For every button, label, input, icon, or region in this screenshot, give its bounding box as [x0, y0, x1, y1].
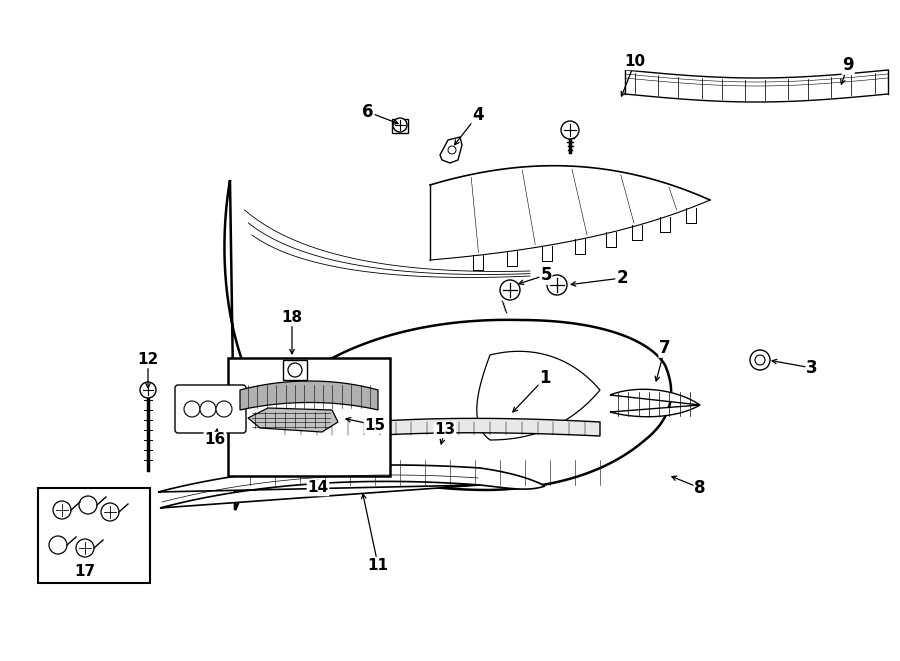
Circle shape	[79, 496, 97, 514]
Circle shape	[101, 503, 119, 521]
Text: 10: 10	[625, 54, 645, 69]
Text: 16: 16	[204, 432, 226, 447]
Circle shape	[750, 350, 770, 370]
Circle shape	[200, 401, 216, 417]
Text: 12: 12	[138, 352, 158, 368]
Circle shape	[547, 275, 567, 295]
Text: 3: 3	[806, 359, 818, 377]
Polygon shape	[270, 418, 600, 445]
Circle shape	[53, 501, 71, 519]
Bar	[283, 360, 307, 380]
Polygon shape	[477, 352, 600, 440]
Circle shape	[49, 536, 67, 554]
Bar	[38, 488, 150, 583]
Circle shape	[500, 280, 520, 300]
Text: 14: 14	[308, 481, 328, 496]
Circle shape	[755, 355, 765, 365]
Text: 13: 13	[435, 422, 455, 438]
Circle shape	[393, 118, 407, 132]
Text: 8: 8	[694, 479, 706, 497]
Polygon shape	[610, 389, 700, 416]
FancyBboxPatch shape	[175, 385, 246, 433]
Bar	[392, 119, 408, 133]
Polygon shape	[248, 408, 338, 432]
Text: 4: 4	[472, 106, 484, 124]
Circle shape	[288, 363, 302, 377]
Polygon shape	[224, 180, 671, 510]
Text: 17: 17	[75, 564, 95, 580]
Bar	[228, 358, 390, 476]
Text: 6: 6	[362, 103, 374, 121]
Polygon shape	[158, 465, 545, 508]
Circle shape	[76, 539, 94, 557]
Text: 5: 5	[540, 266, 552, 284]
Text: 18: 18	[282, 311, 302, 325]
Polygon shape	[240, 381, 378, 410]
Circle shape	[140, 382, 156, 398]
Circle shape	[216, 401, 232, 417]
Text: 15: 15	[364, 418, 385, 432]
Text: 9: 9	[842, 56, 854, 74]
Polygon shape	[440, 137, 462, 163]
Text: 7: 7	[659, 339, 670, 357]
Circle shape	[561, 121, 579, 139]
Circle shape	[184, 401, 200, 417]
Text: 11: 11	[367, 557, 389, 572]
Text: 1: 1	[539, 369, 551, 387]
Text: 2: 2	[616, 269, 628, 287]
